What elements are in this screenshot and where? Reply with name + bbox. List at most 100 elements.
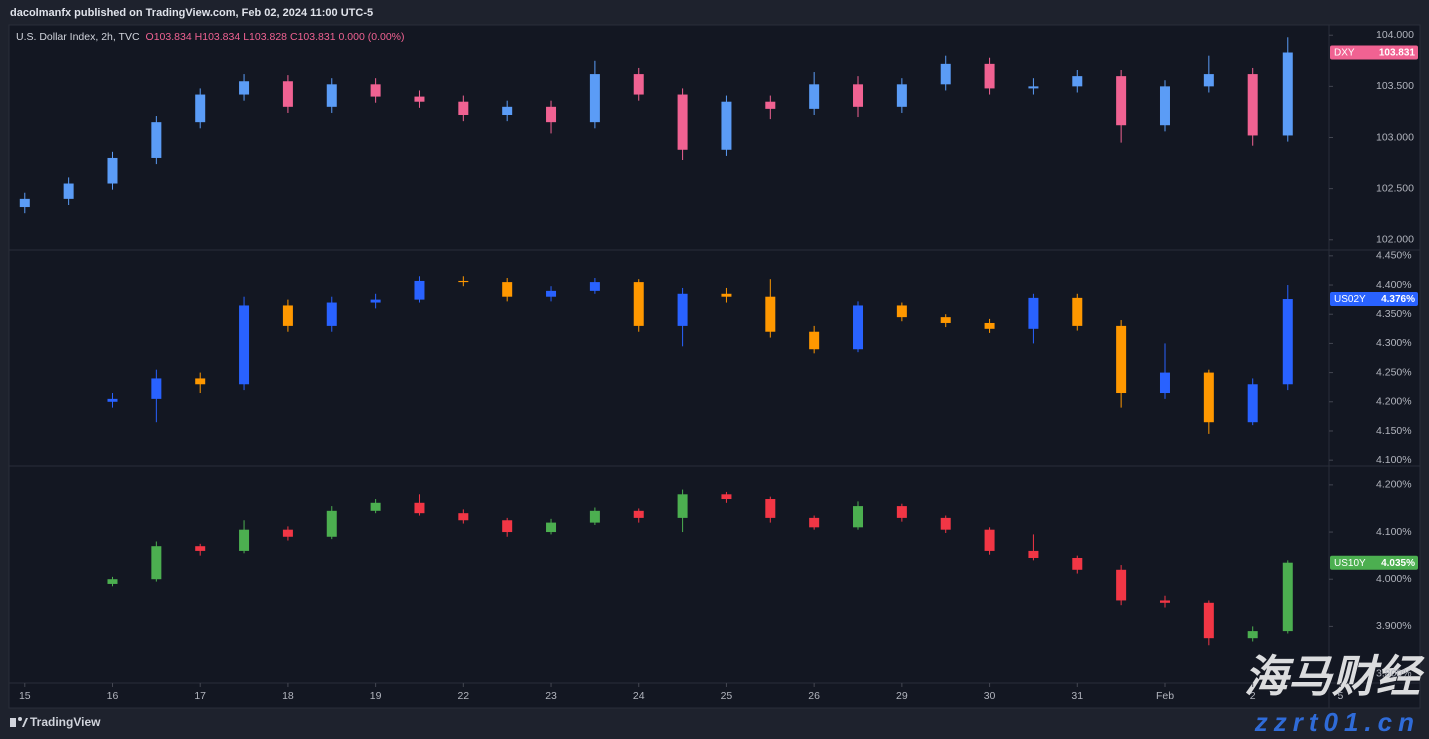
- candle-body: [1282, 562, 1293, 632]
- publish-header: dacolmanfx published on TradingView.com,…: [10, 7, 373, 19]
- candle-body: [1203, 372, 1214, 423]
- candle-body: [151, 546, 162, 580]
- candle-body: [502, 520, 513, 533]
- candle-body: [1159, 372, 1170, 394]
- legend-item: L103.828: [243, 31, 287, 43]
- y-tick-label: 4.000%: [1376, 573, 1412, 585]
- x-tick-label: 16: [107, 690, 119, 702]
- candle-body: [896, 84, 907, 107]
- candle-body: [809, 331, 820, 350]
- candle-body: [809, 84, 820, 109]
- candle-body: [1203, 602, 1214, 639]
- price-tag: [1330, 555, 1418, 570]
- candle-body: [546, 522, 557, 533]
- candle-body: [458, 280, 469, 283]
- candle-body: [151, 378, 162, 399]
- legend-item: O103.834: [146, 31, 192, 43]
- candle-body: [326, 510, 337, 537]
- price-tag-symbol: US10Y: [1334, 558, 1366, 569]
- x-tick-label: 30: [984, 690, 996, 702]
- x-tick-label: 18: [282, 690, 294, 702]
- candle-body: [326, 84, 337, 107]
- x-tick-label: 2: [1250, 690, 1256, 702]
- x-tick-label: 26: [808, 690, 820, 702]
- watermark: 海马财经: [1244, 653, 1425, 702]
- x-tick-label: 23: [545, 690, 557, 702]
- candle-body: [502, 106, 513, 115]
- candle-body: [546, 290, 557, 297]
- candle-body: [458, 513, 469, 521]
- candle-body: [853, 84, 864, 107]
- candle-body: [589, 510, 600, 523]
- price-tag-symbol: US02Y: [1334, 294, 1366, 305]
- legend-item: 0.000 (0.00%): [339, 31, 405, 43]
- candle-body: [414, 96, 425, 102]
- candle-body: [370, 502, 381, 511]
- candle-body: [589, 282, 600, 291]
- candle-body: [1072, 76, 1083, 87]
- x-tick-label: 24: [633, 690, 645, 702]
- candle-body: [1159, 86, 1170, 126]
- candle-body: [282, 305, 293, 326]
- legend: U.S. Dollar Index, 2h, TVC O103.834 H103.8…: [16, 31, 405, 43]
- candle-body: [853, 305, 864, 350]
- candle-body: [1282, 52, 1293, 136]
- candle-body: [721, 101, 732, 150]
- legend-name: U.S. Dollar Index, 2h, TVC: [16, 31, 140, 43]
- candle-body: [677, 494, 688, 518]
- y-tick-label: 102.000: [1376, 234, 1414, 246]
- candle-body: [984, 529, 995, 551]
- candle-body: [107, 157, 118, 184]
- candle-body: [721, 494, 732, 500]
- y-tick-label: 3.800%: [1376, 667, 1412, 679]
- price-tag: [1330, 292, 1418, 307]
- price-tag-value: 4.376%: [1381, 294, 1415, 305]
- y-tick-label: 4.350%: [1376, 308, 1412, 320]
- candle-body: [370, 299, 381, 303]
- candle-body: [414, 280, 425, 300]
- candle-body: [1247, 384, 1258, 423]
- candle-body: [195, 378, 206, 385]
- candle-body: [940, 317, 951, 323]
- candle-body: [458, 101, 469, 115]
- candle-body: [984, 322, 995, 329]
- candle-body: [19, 198, 30, 208]
- candle-body: [1247, 631, 1258, 639]
- y-tick-label: 104.000: [1376, 29, 1414, 41]
- candle-body: [765, 296, 776, 332]
- x-tick-label: 29: [896, 690, 908, 702]
- candle-body: [1116, 325, 1127, 394]
- candle-body: [1072, 297, 1083, 326]
- x-tick-label: Feb: [1156, 690, 1174, 702]
- candle-body: [809, 517, 820, 528]
- y-tick-label: 4.150%: [1376, 425, 1412, 437]
- y-tick-label: 4.400%: [1376, 279, 1412, 291]
- candle-body: [984, 63, 995, 89]
- x-tick-label: 17: [194, 690, 206, 702]
- y-tick-label: 103.000: [1376, 131, 1414, 143]
- price-tag: [1330, 45, 1418, 60]
- logo-shape: [18, 717, 22, 721]
- candle-body: [765, 101, 776, 109]
- y-tick-label: 4.450%: [1376, 250, 1412, 262]
- x-tick-label: 15: [19, 690, 31, 702]
- candle-body: [721, 293, 732, 297]
- y-tick-label: 4.100%: [1376, 454, 1412, 466]
- candle-body: [63, 183, 74, 199]
- candle-body: [1116, 569, 1127, 601]
- candle-body: [151, 122, 162, 158]
- y-tick-label: 4.250%: [1376, 366, 1412, 378]
- candle-body: [239, 305, 250, 385]
- x-tick-label: 25: [721, 690, 733, 702]
- candle-body: [326, 302, 337, 326]
- footer-brand: TradingView: [30, 715, 101, 729]
- candle-body: [282, 529, 293, 537]
- legend-item: H103.834: [195, 31, 241, 43]
- y-tick-label: 4.200%: [1376, 479, 1412, 491]
- candle-body: [589, 74, 600, 123]
- price-tag-value: 4.035%: [1381, 558, 1415, 569]
- x-tick-label: 31: [1071, 690, 1083, 702]
- y-tick-label: 103.500: [1376, 80, 1414, 92]
- candle-body: [1028, 86, 1039, 89]
